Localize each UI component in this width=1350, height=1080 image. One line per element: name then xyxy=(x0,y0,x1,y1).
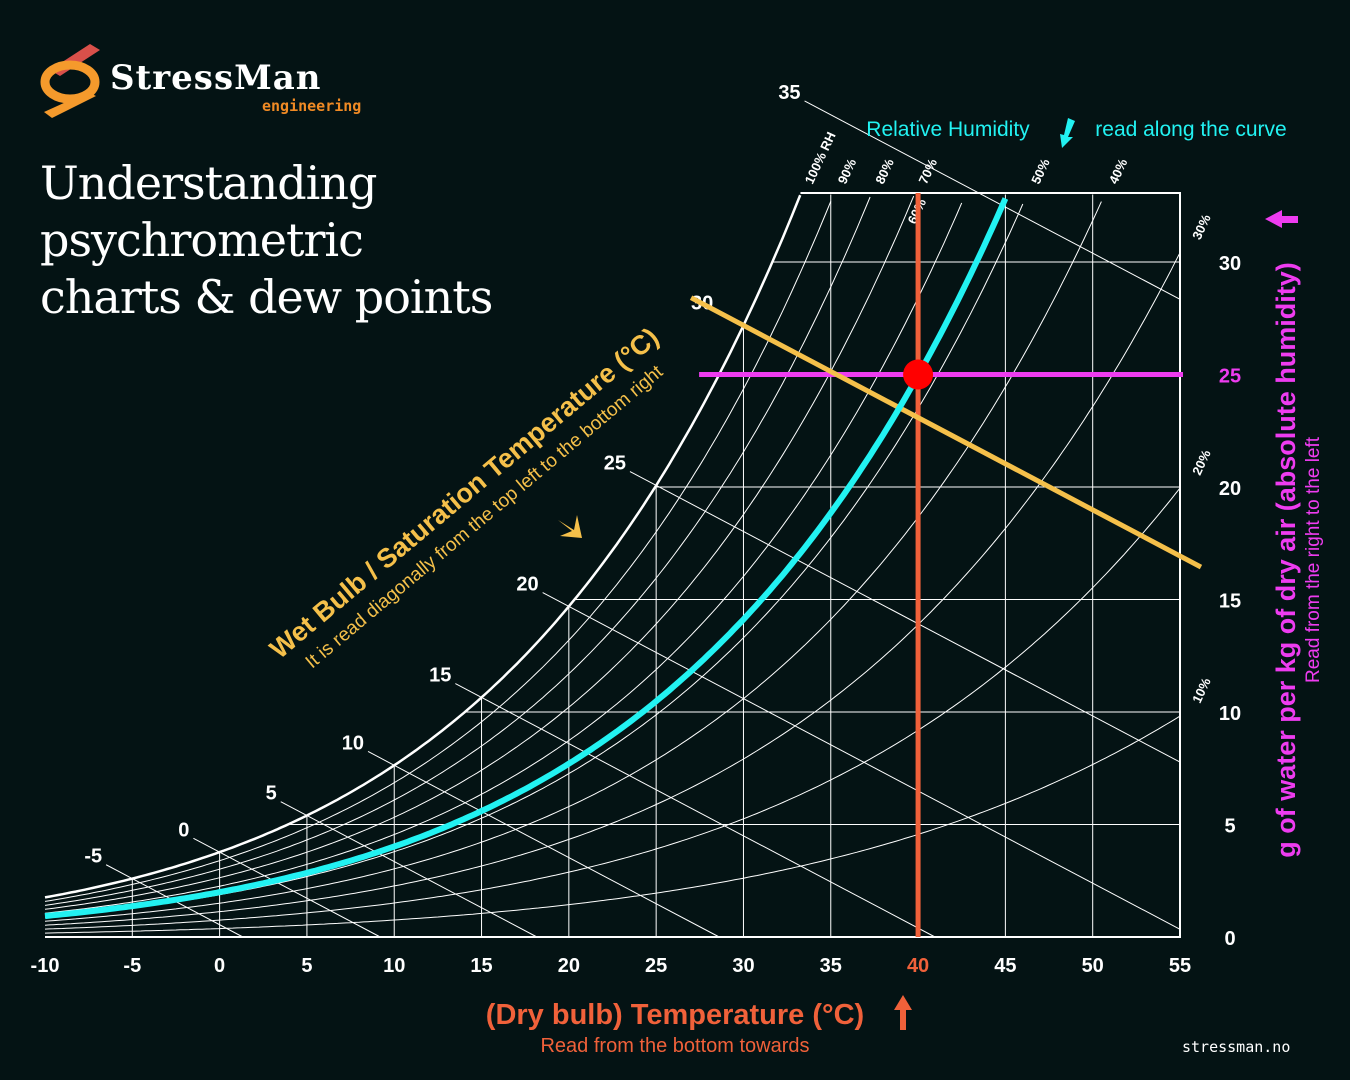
x-tick-label: 45 xyxy=(994,955,1016,977)
rh-label: 30% xyxy=(1189,212,1214,242)
rh-label: 80% xyxy=(872,156,897,186)
rh-curve-10 xyxy=(44,715,1181,934)
y-tick-label: 0 xyxy=(1224,928,1235,950)
wet-bulb-line xyxy=(455,683,936,938)
wet-bulb-title: Wet Bulb / Saturation Temperature (°C) xyxy=(264,322,664,665)
y-tick-label: 15 xyxy=(1219,591,1241,613)
rh-curve-30 xyxy=(44,252,1181,926)
x-tick-label: 0 xyxy=(214,955,225,977)
x-tick-label: 5 xyxy=(301,955,312,977)
stressman-logo-icon xyxy=(40,44,100,118)
wet-bulb-line xyxy=(193,837,381,938)
x-tick-label: 25 xyxy=(645,955,667,977)
rh-curve-80 xyxy=(44,196,871,906)
state-point xyxy=(903,359,934,390)
x-tick-label: -5 xyxy=(123,955,141,977)
rh-label: 40% xyxy=(1106,156,1131,186)
chart-frame xyxy=(45,192,1181,938)
page-title: Understanding psychrometric charts & dew… xyxy=(40,155,493,326)
x-tick-label: 55 xyxy=(1169,955,1191,977)
x-tick-label: 20 xyxy=(558,955,580,977)
rh-title: Relative Humidity xyxy=(866,118,1030,141)
wet-bulb-label: 0 xyxy=(178,819,189,841)
x-tick-label: 30 xyxy=(732,955,754,977)
website-link[interactable]: stressman.no xyxy=(1182,1038,1291,1056)
wet-bulb-label: 35 xyxy=(778,82,800,104)
rh-curve-40 xyxy=(44,201,1102,922)
rh-curve-50 xyxy=(44,203,1024,918)
wet-bulb-highlight-line xyxy=(689,295,1203,570)
wet-bulb-label: 10 xyxy=(342,732,364,754)
x-tick-label: -10 xyxy=(31,955,60,977)
x-axis-title: (Dry bulb) Temperature (°C) xyxy=(486,999,864,1031)
arrow-down-icon xyxy=(1060,118,1075,148)
x-tick-label: 35 xyxy=(820,955,842,977)
y-tick-label: 30 xyxy=(1219,253,1241,275)
rh-curve-90 xyxy=(44,201,832,902)
y-axis-hint: Read from the right to the left xyxy=(1303,436,1324,683)
x-axis-hint: Read from the bottom towards xyxy=(540,1035,809,1057)
rh-curve-100 xyxy=(44,194,802,899)
y-tick-label: 20 xyxy=(1219,478,1241,500)
x-tick-label: 50 xyxy=(1082,955,1104,977)
rh-label: 100% RH xyxy=(802,130,839,187)
y-axis-title: g of water per kg of dry air (absolute h… xyxy=(1271,262,1301,858)
title-line: psychrometric xyxy=(40,213,364,267)
wet-bulb-label: 5 xyxy=(266,783,277,805)
rh-highlight-curve xyxy=(44,197,1009,920)
arrow-down-right-icon xyxy=(558,515,582,538)
title-line: charts & dew points xyxy=(40,270,493,324)
wet-bulb-line xyxy=(629,471,1181,763)
rh-label: 90% xyxy=(835,156,860,186)
rh-curve-70 xyxy=(44,195,915,910)
wet-bulb-label: 20 xyxy=(516,574,538,596)
arrow-up-icon xyxy=(894,995,912,1030)
x-tick-label: 10 xyxy=(383,955,405,977)
wet-bulb-line xyxy=(542,592,1181,930)
rh-curve-60 xyxy=(44,202,963,914)
wet-bulb-line xyxy=(804,100,1181,300)
rh-hint: read along the curve xyxy=(1095,118,1286,141)
wet-bulb-label: 25 xyxy=(604,453,626,475)
brand-name: StressMan xyxy=(110,58,322,98)
wet-bulb-hint: It is read diagonally from the top left … xyxy=(302,361,668,673)
wet-bulb-line xyxy=(367,751,720,938)
y-tick-label: 25 xyxy=(1219,366,1241,388)
wet-bulb-label: -5 xyxy=(84,846,102,868)
wet-bulb-label: 15 xyxy=(429,665,451,687)
brand-sub: engineering xyxy=(262,97,362,115)
rh-label: 50% xyxy=(1028,156,1053,186)
y-tick-label: 5 xyxy=(1224,816,1235,838)
rh-curve-20 xyxy=(44,487,1181,930)
y-tick-label: 10 xyxy=(1219,703,1241,725)
x-tick-label: 15 xyxy=(470,955,492,977)
rh-label: 10% xyxy=(1189,675,1214,705)
rh-label: 20% xyxy=(1189,447,1214,477)
wet-bulb-line xyxy=(280,801,538,938)
title-line: Understanding xyxy=(40,156,377,210)
x-tick-label: 40 xyxy=(907,955,929,977)
arrow-left-icon xyxy=(1265,210,1298,228)
